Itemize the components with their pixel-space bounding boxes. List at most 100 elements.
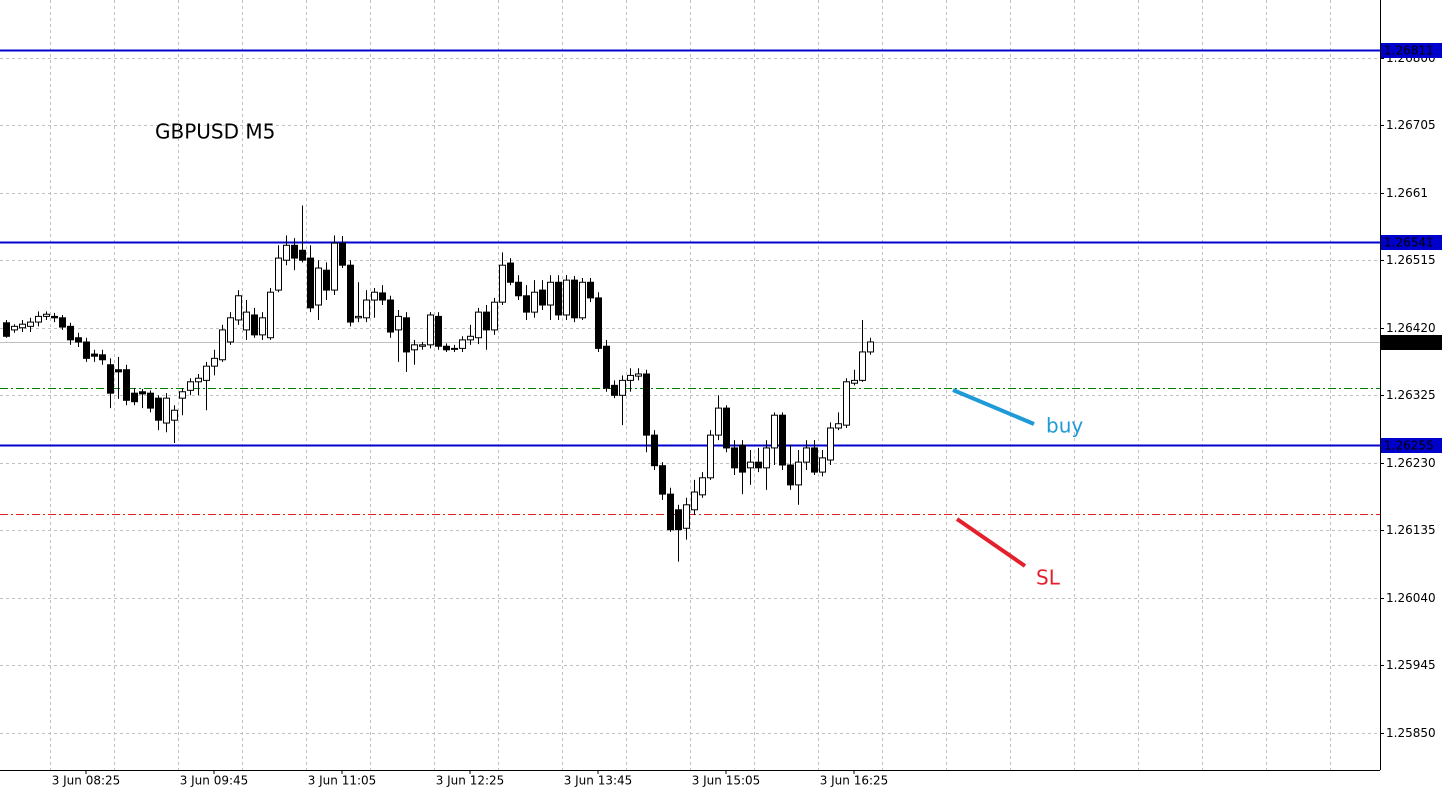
candle-body	[251, 314, 258, 336]
grid-layer	[0, 0, 1380, 770]
candle-body	[315, 267, 322, 306]
candle-body	[779, 414, 786, 466]
candle-body	[419, 344, 426, 347]
level-label-box	[1381, 335, 1442, 350]
candle-body	[683, 504, 690, 529]
candle-body	[819, 457, 826, 473]
candle-body	[515, 281, 522, 297]
candle-body	[611, 384, 618, 396]
candle-body	[107, 364, 114, 394]
candle-body	[275, 257, 282, 291]
candle-body	[227, 317, 234, 343]
candle-body	[179, 391, 186, 399]
candle-body	[371, 291, 378, 301]
annotation-layer: buy SL	[952, 388, 1083, 590]
candle-body	[379, 292, 386, 301]
level-label-box	[1381, 235, 1442, 250]
y-tick-label: 1.26420	[1386, 321, 1436, 335]
y-tick-label: 1.26515	[1386, 253, 1436, 267]
candle-body	[403, 317, 410, 353]
candle-body	[627, 374, 634, 381]
candle-body	[147, 392, 154, 409]
candle-body	[283, 244, 290, 261]
candle-body	[427, 314, 434, 346]
candle-body	[659, 465, 666, 495]
candle-body	[395, 315, 402, 331]
chart-title: GBPUSD M5	[155, 120, 275, 144]
candle-body	[59, 317, 66, 328]
candle-body	[243, 311, 250, 331]
candle-body	[563, 279, 570, 316]
candle-body	[99, 354, 106, 361]
candle-body	[507, 262, 514, 283]
candle-body	[443, 345, 450, 351]
candle-body	[187, 381, 194, 391]
candle-body	[571, 279, 578, 319]
y-tick-label: 1.25945	[1386, 658, 1436, 672]
x-tick-label: 3 Jun 13:45	[564, 774, 633, 788]
candle-body	[723, 407, 730, 449]
y-tick-label: 1.26040	[1386, 591, 1436, 605]
candle-body	[91, 353, 98, 357]
candle-body	[115, 369, 122, 373]
candle-body	[363, 299, 370, 319]
candle-body	[299, 249, 306, 261]
candle-body	[203, 365, 210, 381]
candle-body	[307, 257, 314, 309]
candle-body	[451, 347, 458, 350]
candle-body	[859, 351, 866, 381]
candle-body	[139, 391, 146, 395]
candle-body	[539, 289, 546, 306]
candle-body	[739, 444, 746, 473]
candle-body	[83, 341, 90, 359]
candle-body	[603, 345, 610, 389]
axis-layer: 1.268001.267051.26611.265151.264201.2632…	[52, 43, 1442, 788]
candle-body	[171, 409, 178, 421]
candle-body	[19, 323, 26, 329]
x-tick-label: 3 Jun 12:25	[436, 774, 505, 788]
x-tick-label: 3 Jun 15:05	[692, 774, 761, 788]
candle-body	[123, 369, 130, 401]
level-label-box	[1381, 438, 1442, 453]
candle-body	[155, 397, 162, 421]
candle-body	[851, 379, 858, 384]
y-tick-label: 1.26230	[1386, 456, 1436, 470]
level-label-box	[1381, 43, 1442, 58]
candle-body	[51, 315, 58, 319]
y-tick-label: 1.25850	[1386, 726, 1436, 740]
candle-body	[691, 491, 698, 511]
candle-body	[35, 315, 42, 323]
candle-body	[491, 301, 498, 331]
annotation-arrow	[952, 388, 1035, 426]
candle-body	[195, 377, 202, 383]
candle-body	[267, 291, 274, 339]
candle-body	[331, 242, 338, 291]
candle-body	[163, 397, 170, 424]
candle-layer	[3, 205, 874, 562]
level-label: 1.26255	[1384, 439, 1434, 453]
candle-body	[771, 414, 778, 449]
level-label: 1.26541	[1384, 236, 1434, 250]
annotation-label: buy	[1046, 414, 1083, 438]
x-tick-label: 3 Jun 08:25	[52, 774, 121, 788]
x-tick-label: 3 Jun 16:25	[820, 774, 889, 788]
candle-body	[555, 281, 562, 316]
candle-body	[211, 357, 218, 367]
candle-body	[411, 344, 418, 351]
candle-body	[667, 493, 674, 531]
candle-body	[43, 313, 50, 317]
x-tick-label: 3 Jun 09:45	[180, 774, 249, 788]
candle-body	[835, 423, 842, 429]
candle-body	[843, 381, 850, 426]
candle-body	[635, 373, 642, 377]
y-tick-label: 1.26705	[1386, 118, 1436, 132]
y-tick-label: 1.26325	[1386, 388, 1436, 402]
candle-body	[827, 427, 834, 461]
candle-body	[651, 434, 658, 467]
candle-body	[131, 392, 138, 403]
candle-body	[763, 447, 770, 469]
candle-body	[747, 461, 754, 469]
candle-body	[3, 322, 10, 337]
candle-body	[387, 299, 394, 333]
